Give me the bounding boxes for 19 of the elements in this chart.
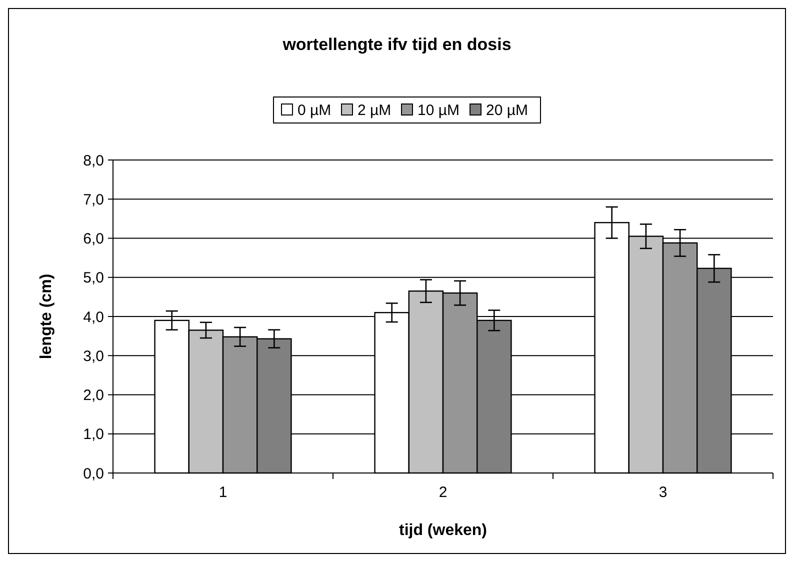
y-tick-label: 1,0 bbox=[83, 426, 104, 444]
x-tick-label: 2 bbox=[438, 484, 448, 501]
legend-label: 20 µM bbox=[486, 102, 528, 119]
x-tick-label: 3 bbox=[658, 484, 668, 501]
chart-title: wortellengte ifv tijd en dosis bbox=[282, 35, 512, 54]
y-tick-label: 2,0 bbox=[83, 387, 104, 404]
x-axis-title: tijd (weken) bbox=[398, 522, 488, 539]
legend-label: 0 µM bbox=[298, 102, 332, 119]
y-tick-label: 4,0 bbox=[83, 308, 104, 326]
legend-label: 2 µM bbox=[358, 102, 392, 119]
x-tick-label: 1 bbox=[218, 484, 228, 501]
y-tick-label: 5,0 bbox=[83, 270, 104, 287]
y-tick-label: 3,0 bbox=[83, 348, 104, 365]
y-tick-label: 0,0 bbox=[83, 465, 104, 482]
y-tick-label: 8,0 bbox=[83, 152, 104, 170]
y-tick-label: 6,0 bbox=[83, 230, 104, 248]
y-axis-title: lengte (cm) bbox=[38, 274, 55, 360]
y-tick-label: 7,0 bbox=[83, 191, 104, 208]
legend-label: 10 µM bbox=[418, 102, 460, 119]
